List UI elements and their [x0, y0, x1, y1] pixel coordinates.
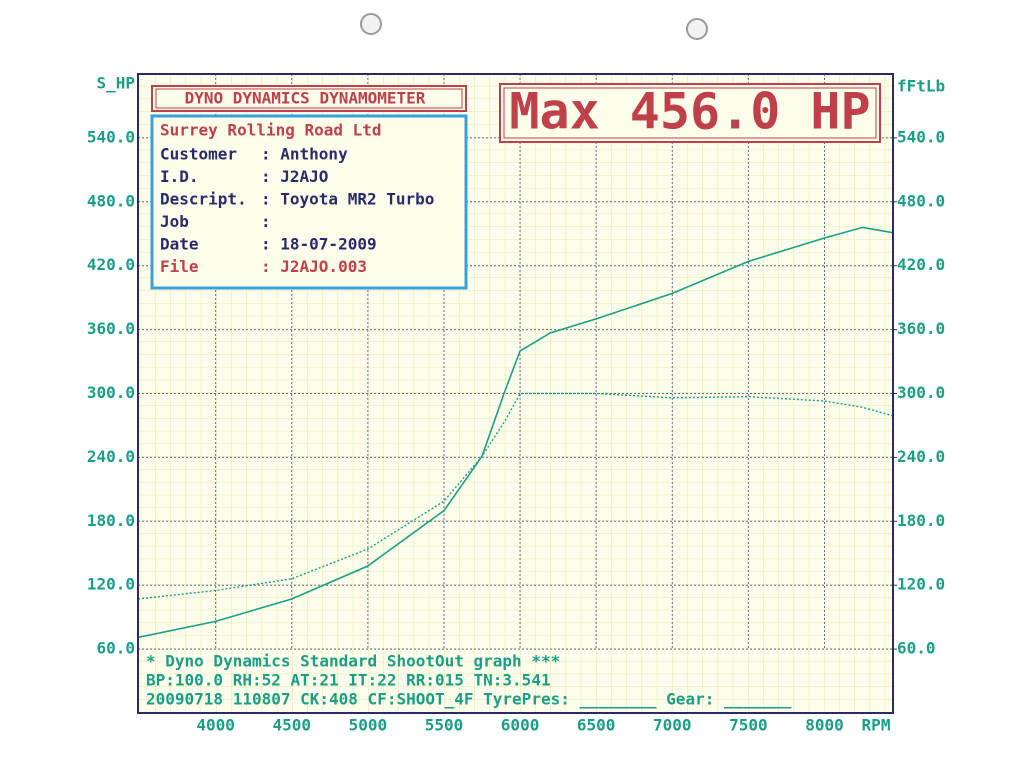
y-tick-label: 240.0 [87, 447, 135, 466]
y-tick-label: 180.0 [87, 511, 135, 530]
info-label: File [160, 257, 199, 276]
x-tick-label: 7500 [729, 716, 768, 735]
y-tick-label: 420.0 [87, 255, 135, 274]
x-tick-label: 4000 [196, 716, 235, 735]
footer-line: 20090718 110807 CK:408 CF:SHOOT_4F TyreP… [146, 690, 792, 709]
y2-tick-label: 60.0 [897, 639, 936, 658]
header-box-inner [155, 88, 463, 109]
footer-line: * Dyno Dynamics Standard ShootOut graph … [146, 652, 560, 671]
headline: Max 456.0 HP [509, 83, 870, 141]
info-label: Date [160, 235, 199, 254]
info-label: Job [160, 212, 189, 231]
info-label: I.D. [160, 167, 199, 186]
header: DYNO DYNAMICS DYNAMOMETER [185, 89, 426, 108]
x-tick-label: 5500 [425, 716, 464, 735]
footer: * Dyno Dynamics Standard ShootOut graph … [146, 652, 792, 709]
y-tick-label: 300.0 [87, 383, 135, 402]
y2-tick-label: 360.0 [897, 319, 945, 338]
y2-tick-label: 180.0 [897, 511, 945, 530]
headline-box-inner [503, 87, 877, 139]
x-tick-label: 7000 [653, 716, 692, 735]
info-value: : J2AJO [261, 167, 328, 186]
y2-tick-label: 540.0 [897, 127, 945, 146]
x-axis-label: RPM [862, 716, 891, 735]
info-label: Customer [160, 145, 237, 164]
x-tick-label: 8000 [805, 716, 844, 735]
info-value: : Toyota MR2 Turbo [261, 190, 434, 209]
footer-line: BP:100.0 RH:52 AT:21 IT:22 RR:015 TN:3.5… [146, 671, 551, 690]
y-tick-label: 60.0 [96, 639, 135, 658]
y2-axis-label: fFtLb [897, 77, 945, 96]
y-tick-label: 360.0 [87, 319, 135, 338]
info-label: Descript. [160, 190, 247, 209]
x-tick-label: 6000 [501, 716, 540, 735]
info-value: : Anthony [261, 145, 348, 164]
lines [137, 226, 894, 639]
y2-tick-label: 420.0 [897, 255, 945, 274]
x-tick-label: 6500 [577, 716, 616, 735]
info-value: : J2AJO.003 [261, 257, 367, 276]
info-value: : 18-07-2009 [261, 235, 377, 254]
header-box [151, 85, 467, 112]
info-box [150, 114, 468, 290]
y2-tick-label: 300.0 [897, 383, 945, 402]
info-value: : [261, 212, 271, 231]
y-axis-label: S_HP [96, 74, 135, 93]
y-tick-label: 480.0 [87, 191, 135, 210]
y2-tick-label: 240.0 [897, 447, 945, 466]
y-tick-label: 540.0 [87, 127, 135, 146]
y2-tick-label: 480.0 [897, 191, 945, 210]
y-tick-label: 120.0 [87, 575, 135, 594]
headline-box [499, 83, 881, 143]
info-title: Surrey Rolling Road Ltd [160, 121, 382, 140]
info-rows: Customer : Anthony I.D. : J2AJO Descript. : T… [160, 145, 434, 277]
power-line [137, 226, 894, 639]
punch-hole [686, 18, 708, 40]
punch-hole [360, 13, 382, 35]
x-tick-label: 5000 [349, 716, 388, 735]
y2-tick-label: 120.0 [897, 575, 945, 594]
x-tick-label: 4500 [272, 716, 311, 735]
